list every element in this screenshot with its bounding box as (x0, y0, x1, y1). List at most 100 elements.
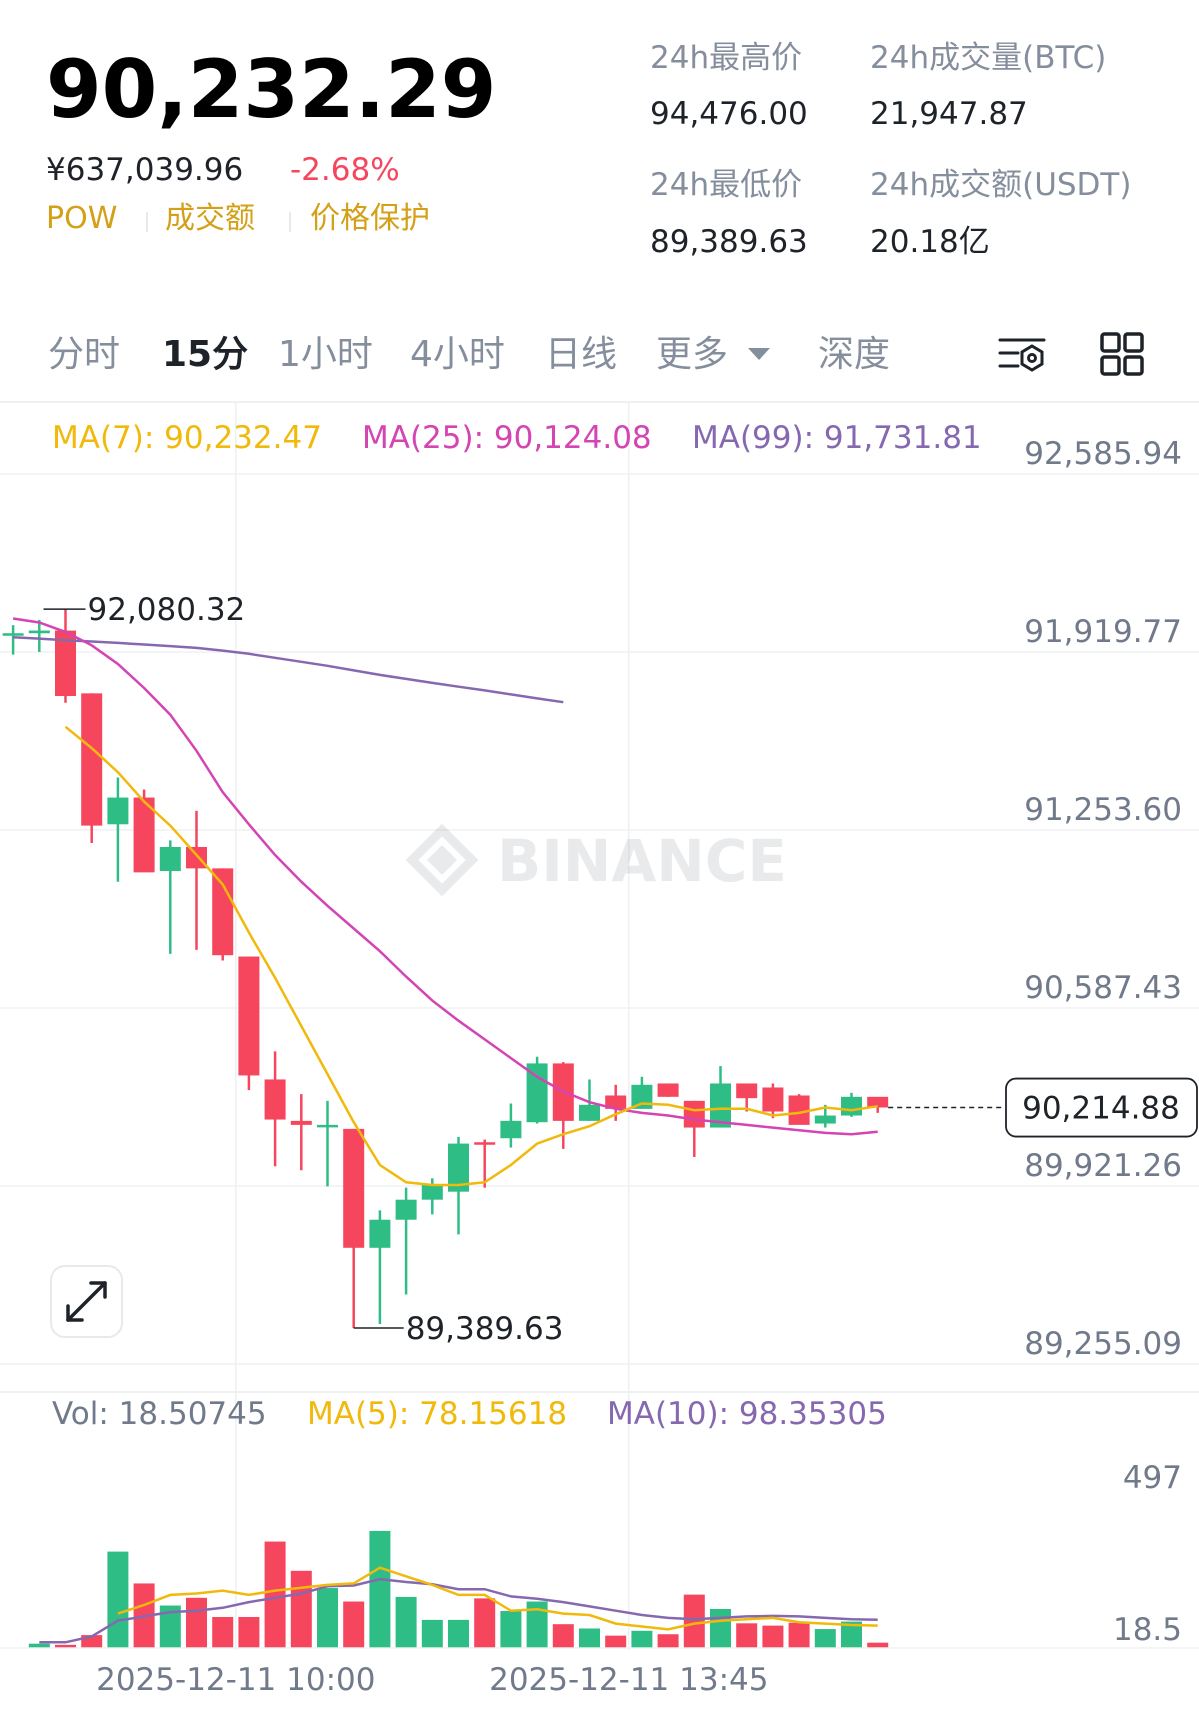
tag-1[interactable]: 成交额 (165, 201, 255, 236)
time-axis-label: 2025-12-11 10:00 (96, 1662, 375, 1698)
ma7-line (64, 725, 878, 1187)
time-axis-label: 2025-12-11 13:45 (489, 1662, 768, 1698)
candle[interactable] (212, 868, 234, 961)
volume-bar (552, 1624, 574, 1648)
ma25-line (12, 617, 878, 1136)
candle[interactable] (290, 1094, 312, 1171)
candle[interactable] (2, 625, 24, 655)
volume-bar (107, 1551, 129, 1648)
candle[interactable] (474, 1139, 496, 1188)
ma-legend-2: MA(99): 91,731.81 (692, 420, 982, 456)
volume-bar (55, 1644, 76, 1648)
volume-bar (736, 1623, 758, 1648)
candle[interactable] (238, 956, 260, 1091)
volume-bar (28, 1643, 50, 1648)
candle[interactable] (526, 1056, 548, 1124)
volume-bar (710, 1608, 731, 1648)
expand-button[interactable] (50, 1265, 123, 1338)
volume-axis-label: 497 (1123, 1460, 1182, 1496)
volume-bar (657, 1634, 679, 1648)
low-marker-label: 89,389.63 (406, 1311, 564, 1347)
volume-bar (814, 1629, 836, 1648)
volume-bar (290, 1570, 312, 1648)
candle[interactable] (186, 810, 207, 950)
candle[interactable] (736, 1083, 758, 1112)
stat-label-0: 24h最高价 (650, 40, 802, 76)
volume-bar (186, 1597, 207, 1648)
volume-bar (159, 1605, 181, 1648)
price-axis-label: 90,587.43 (1024, 970, 1182, 1006)
last-price-label: 90,214.88 (1022, 1091, 1180, 1127)
stat-value-1: 21,947.87 (870, 96, 1028, 132)
volume-bar (448, 1619, 469, 1648)
candle[interactable] (317, 1100, 338, 1187)
candle[interactable] (28, 619, 50, 652)
volume-bar (474, 1598, 496, 1648)
ma-legend-1: MA(25): 90,124.08 (362, 420, 652, 456)
expand-arrows-icon (66, 1281, 107, 1322)
tab-4[interactable]: 日线 (545, 334, 617, 375)
ma-legend-0: MA(7): 90,232.47 (52, 420, 322, 456)
price-axis-label: 91,919.77 (1024, 614, 1182, 650)
volume-bar (395, 1596, 417, 1648)
stat-value-2: 89,389.63 (650, 224, 808, 260)
candle[interactable] (107, 777, 129, 882)
tab-5[interactable]: 更多 (656, 334, 728, 375)
tag-0[interactable]: POW (46, 201, 117, 236)
price-axis-label: 89,921.26 (1024, 1148, 1182, 1184)
stat-value-3: 20.18亿 (870, 224, 990, 260)
candle[interactable] (395, 1187, 417, 1295)
candle[interactable] (264, 1051, 286, 1167)
tab-3[interactable]: 4小时 (410, 334, 505, 375)
tag-2[interactable]: 价格保护 (310, 201, 430, 236)
cny-price: ¥637,039.96 (46, 152, 243, 188)
candle[interactable] (841, 1092, 862, 1117)
candle[interactable] (369, 1210, 391, 1324)
grid-layout-icon[interactable] (1100, 332, 1144, 376)
volume-bar (264, 1541, 286, 1648)
volume-bar (631, 1630, 653, 1648)
candle[interactable] (788, 1094, 810, 1125)
candle[interactable] (657, 1083, 679, 1097)
candle[interactable] (500, 1103, 522, 1148)
chart-settings-icon[interactable] (998, 338, 1046, 372)
tab-2[interactable]: 1小时 (278, 334, 373, 375)
volume-bar (579, 1628, 600, 1648)
candle[interactable] (81, 693, 103, 843)
tab-0[interactable]: 分时 (48, 334, 120, 375)
tab-depth[interactable]: 深度 (818, 334, 890, 375)
binance-logo-watermark (405, 823, 479, 897)
volume-bar (867, 1642, 889, 1648)
volume-bar (343, 1601, 365, 1648)
volume-ma10-line (39, 1577, 878, 1644)
candle[interactable] (55, 609, 76, 703)
candle[interactable] (867, 1096, 889, 1113)
candle[interactable] (159, 840, 181, 954)
volume-bar (526, 1601, 548, 1648)
volume-bar (500, 1610, 522, 1648)
volume-bar (605, 1635, 627, 1648)
candle[interactable] (579, 1079, 600, 1121)
volume-bar (369, 1530, 391, 1648)
last-price-box[interactable] (1005, 1077, 1198, 1138)
caret-down-icon[interactable] (748, 348, 770, 360)
candle[interactable] (343, 1128, 365, 1329)
candle[interactable] (762, 1083, 784, 1119)
volume-bar (841, 1621, 862, 1648)
tab-1[interactable]: 15分 (162, 334, 248, 375)
price-axis-label: 91,253.60 (1024, 792, 1182, 828)
stat-value-0: 94,476.00 (650, 96, 808, 132)
ma99-line (13, 635, 564, 704)
watermark-text: BINANCE (497, 827, 787, 895)
high-marker-label: 92,080.32 (88, 592, 246, 628)
volume-ma5-line (117, 1566, 878, 1631)
stat-label-1: 24h成交量(BTC) (870, 40, 1106, 76)
stat-label-3: 24h成交额(USDT) (870, 167, 1131, 203)
stat-label-2: 24h最低价 (650, 167, 802, 203)
candle[interactable] (710, 1066, 731, 1128)
price-change: -2.68% (290, 152, 400, 188)
price-grid (0, 402, 1199, 1650)
volume-legend-2: MA(10): 98.35305 (607, 1396, 887, 1432)
last-price: 90,232.29 (46, 43, 496, 136)
